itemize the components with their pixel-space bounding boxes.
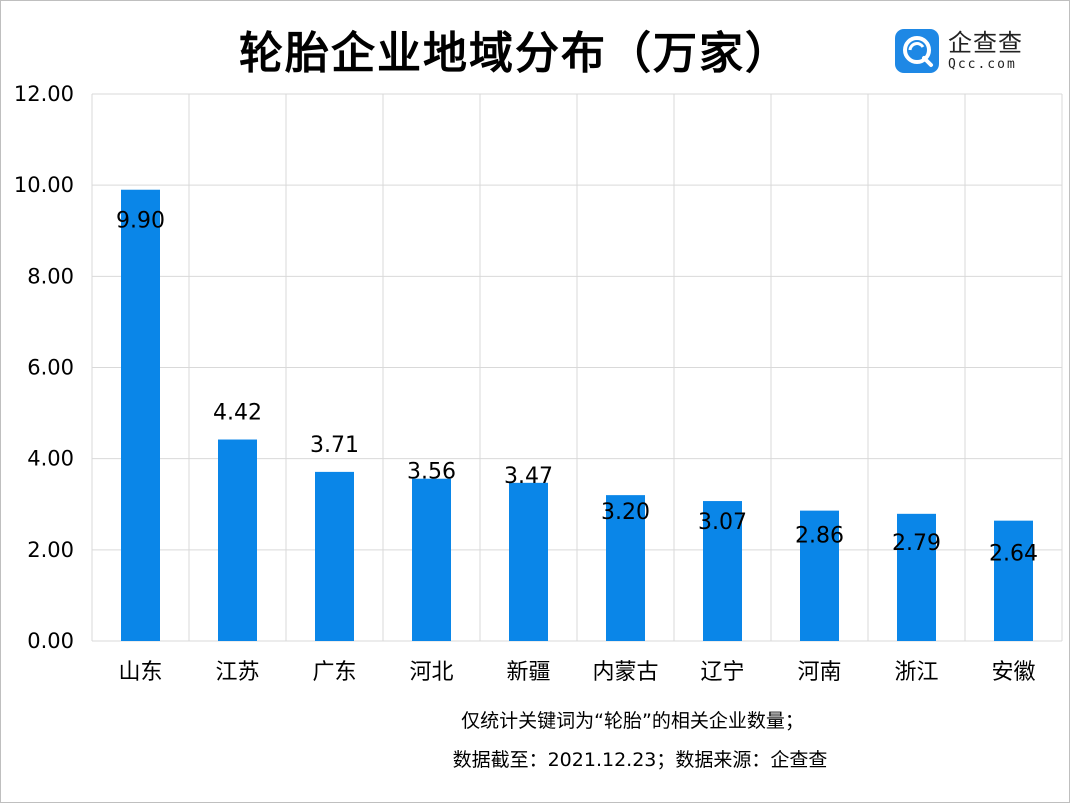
y-tick-label: 4.00	[27, 447, 74, 471]
logo-domain: Qcc.com	[948, 57, 1017, 72]
category-label: 新疆	[506, 660, 550, 685]
category-label: 山东	[118, 660, 162, 685]
value-label: 3.20	[601, 500, 650, 525]
value-label: 3.71	[310, 433, 359, 458]
category-label: 辽宁	[700, 660, 744, 685]
value-label: 3.47	[504, 464, 553, 489]
category-label: 江苏	[215, 660, 259, 685]
y-tick-label: 2.00	[27, 538, 74, 562]
value-label: 9.90	[116, 209, 165, 234]
value-label: 3.56	[407, 460, 456, 485]
category-label: 内蒙古	[592, 660, 658, 685]
bar	[800, 510, 839, 641]
bar	[218, 439, 257, 641]
y-tick-label: 8.00	[27, 264, 74, 288]
bar	[994, 520, 1033, 641]
chart-title: 轮胎企业地域分布（万家）	[239, 28, 791, 79]
logo-name: 企查查	[948, 29, 1023, 57]
bar	[315, 471, 354, 641]
value-label: 3.07	[698, 510, 747, 535]
bar	[412, 478, 451, 641]
bar	[897, 513, 936, 641]
category-label: 河南	[797, 660, 841, 685]
category-label: 广东	[312, 660, 356, 685]
y-tick-label: 10.00	[14, 173, 74, 197]
bar	[606, 495, 645, 641]
value-label: 2.79	[892, 531, 941, 556]
footnote-scope: 仅统计关键词为“轮胎”的相关企业数量；	[461, 710, 804, 732]
qcc-logo-icon	[895, 29, 939, 73]
footnote-source: 数据截至：2021.12.23；数据来源：企查查	[452, 749, 828, 771]
category-label: 浙江	[894, 660, 938, 685]
y-tick-label: 12.00	[14, 82, 74, 106]
bar	[509, 482, 548, 641]
y-tick-label: 6.00	[27, 356, 74, 380]
value-label: 4.42	[213, 401, 262, 426]
y-tick-label: 0.00	[27, 629, 74, 653]
value-label: 2.64	[989, 542, 1038, 567]
bar	[121, 189, 160, 641]
category-label: 安徽	[991, 660, 1035, 685]
value-label: 2.86	[795, 524, 844, 549]
qcc-logo: 企查查 Qcc.com	[895, 26, 1023, 76]
bar	[703, 501, 742, 641]
category-label: 河北	[409, 660, 453, 685]
